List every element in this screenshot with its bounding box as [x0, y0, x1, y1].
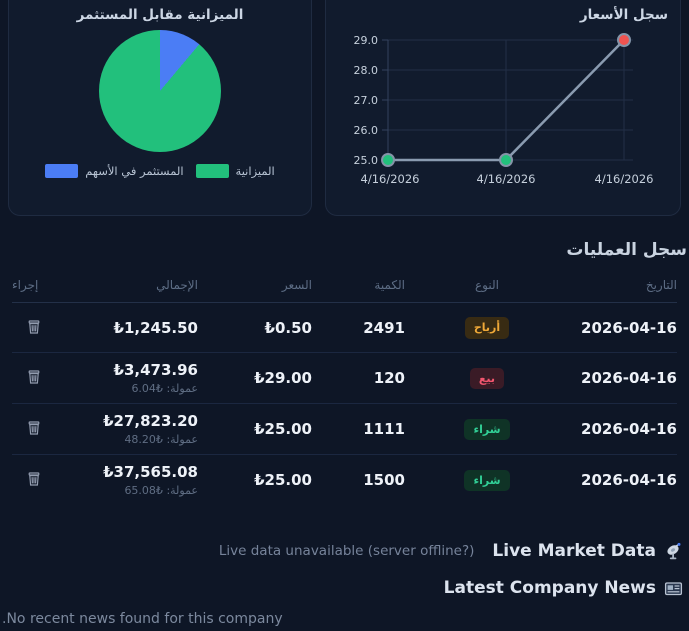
transactions-table: التاريخ النوع الكمية السعر الإجمالي إجرا… [0, 270, 689, 505]
data-point-2 [499, 153, 513, 167]
tx-quantity: 1111 [363, 420, 405, 438]
tx-price: ₺25.00 [254, 420, 312, 438]
tx-commission: عمولة: 6.04₺ [131, 382, 198, 395]
line-chart-title: سجل الأسعار [579, 7, 668, 23]
delete-transaction-button[interactable] [24, 418, 44, 438]
tx-total: ₺27,823.20 [103, 412, 198, 430]
trash-icon [26, 319, 42, 335]
tx-type-badge: بيع [469, 367, 505, 390]
company-news-label: Latest Company News [443, 578, 656, 598]
live-market-data-label: Live Market Data [492, 541, 656, 561]
table-header-row: التاريخ النوع الكمية السعر الإجمالي إجرا… [12, 270, 677, 303]
table-row: 2026-04-16 شراء 1111 ₺25.00 ₺27,823.20 ع… [12, 404, 677, 455]
tx-type-badge: شراء [464, 418, 510, 441]
ytick-25: 25.0 [354, 154, 379, 167]
budget-swatch-icon [195, 164, 229, 178]
trash-icon [26, 420, 42, 436]
ytick-27: 27.0 [354, 94, 379, 107]
header-quantity: الكمية [374, 278, 405, 292]
price-history-line-chart: 29.0 28.0 27.0 26.0 25.0 4/16/2026 4/16/… [354, 33, 654, 186]
invested-swatch-icon [45, 164, 79, 178]
price-history-card: سجل الأسعار 29.0 28.0 27.0 26.0 25.0 [325, 0, 681, 216]
delete-transaction-button[interactable] [24, 367, 44, 387]
live-market-data-heading: Live Market Data [492, 541, 683, 561]
tx-quantity: 2491 [363, 318, 405, 337]
table-row: 2026-04-16 شراء 1500 ₺25.00 ₺37,565.08 ع… [12, 455, 677, 505]
tx-quantity: 120 [373, 369, 405, 387]
trash-icon [26, 369, 42, 385]
header-total: الإجمالي [156, 278, 198, 292]
header-type: النوع [475, 278, 499, 292]
tx-price: ₺25.00 [254, 471, 312, 489]
tx-date: 2026-04-16 [581, 420, 677, 438]
tx-type-badge: أرباح [464, 317, 510, 339]
legend-label-budget: الميزانية [235, 164, 275, 178]
xtick-3: 4/16/2026 [595, 172, 654, 186]
data-point-1 [381, 153, 395, 167]
tx-total: ₺37,565.08 [103, 463, 198, 481]
delete-transaction-button[interactable] [24, 317, 44, 337]
transactions-section-title: سجل العمليات [566, 240, 687, 260]
tx-date: 2026-04-16 [581, 369, 677, 387]
tx-commission: عمولة: 48.20₺ [124, 433, 198, 446]
tx-type-badge: شراء [464, 469, 510, 492]
delete-transaction-button[interactable] [24, 469, 44, 489]
tx-date: 2026-04-16 [581, 471, 677, 489]
data-point-3 [617, 33, 631, 47]
legend-item-budget: الميزانية [195, 164, 275, 178]
header-action: إجراء [12, 278, 39, 292]
budget-vs-investor-pie-chart [99, 30, 221, 152]
pie-legend: الميزانية المستثمر في الأسهم [21, 164, 299, 178]
news-empty-message: No recent news found for this company. [2, 611, 283, 627]
legend-label-invested: المستثمر في الأسهم [85, 164, 184, 178]
tx-quantity: 1500 [363, 471, 405, 489]
header-date: التاريخ [645, 278, 677, 292]
tx-date: 2026-04-16 [581, 318, 677, 337]
budget-vs-investor-card: الميزانية مقابل المستثمر الميزانية المست… [8, 0, 312, 216]
charts-row: الميزانية مقابل المستثمر الميزانية المست… [0, 0, 689, 216]
trash-icon [26, 471, 42, 487]
tx-commission: عمولة: 65.08₺ [124, 484, 198, 497]
newspaper-icon [664, 579, 683, 598]
ytick-28: 28.0 [354, 64, 379, 77]
tx-price: ₺29.00 [254, 369, 312, 387]
ytick-26: 26.0 [354, 124, 379, 137]
satellite-icon [664, 542, 683, 561]
table-row: 2026-04-16 بيع 120 ₺29.00 ₺3,473.96 عمول… [12, 353, 677, 404]
tx-price: ₺0.50 [264, 318, 312, 337]
tx-total: ₺3,473.96 [113, 361, 198, 379]
market-status-text: Live data unavailable (server offline?) [218, 543, 475, 559]
table-row: 2026-04-16 أرباح 2491 ₺0.50 ₺1,245.50 [12, 303, 677, 353]
pie-chart-title: الميزانية مقابل المستثمر [76, 7, 244, 23]
ytick-29: 29.0 [354, 34, 379, 47]
company-news-heading: Latest Company News [444, 578, 683, 598]
xtick-2: 4/16/2026 [477, 172, 536, 186]
live-market-data-section: Live Market Data Live data unavailable (… [0, 541, 689, 561]
tx-total: ₺1,245.50 [113, 318, 198, 337]
xtick-1: 4/16/2026 [361, 172, 420, 186]
header-price: السعر [281, 278, 312, 292]
legend-item-invested: المستثمر في الأسهم [45, 164, 184, 178]
company-news-section: Latest Company News [0, 578, 689, 598]
